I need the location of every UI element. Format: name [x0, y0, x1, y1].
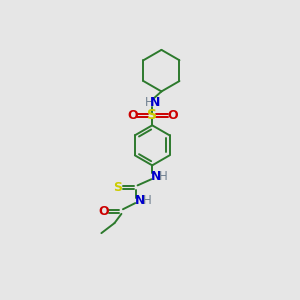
Text: H: H: [159, 169, 167, 183]
Text: H: H: [145, 97, 154, 110]
Text: S: S: [113, 181, 122, 194]
Text: N: N: [151, 169, 161, 183]
Text: N: N: [150, 97, 160, 110]
Text: S: S: [147, 108, 157, 122]
Text: O: O: [167, 109, 178, 122]
Text: N: N: [135, 194, 145, 206]
Text: O: O: [127, 109, 137, 122]
Text: H: H: [142, 194, 151, 206]
Text: O: O: [98, 205, 109, 218]
